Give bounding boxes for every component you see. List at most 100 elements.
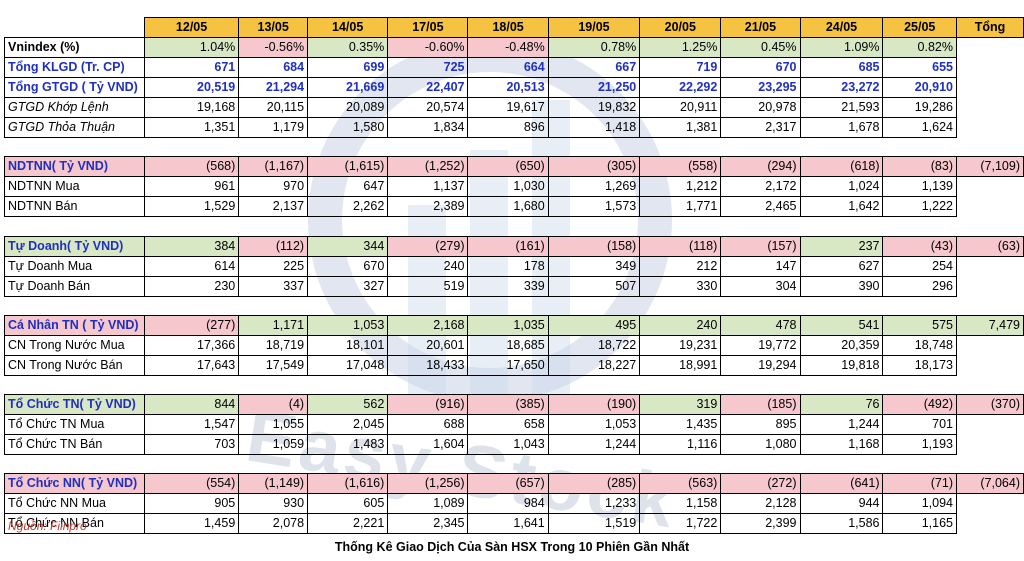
date-header: 12/05 [143,17,240,38]
value-cell: (641) [799,473,884,495]
value-cell: (279) [387,235,469,257]
table-row: Tổ Chức TN( Tỷ VND) 844 (4) 562 (916) (385) (1… [4,394,1024,416]
empty-cell [956,58,1023,78]
value-cell: 1,459 [143,513,240,535]
value-cell: 19,168 [143,97,240,118]
spacer-row [5,138,1024,157]
value-cell: 1,137 [387,176,469,198]
empty-cell [308,375,388,394]
value-cell: 2,137 [238,196,309,218]
total-cell: 7,479 [955,314,1024,336]
empty-cell [640,296,721,315]
value-cell: 22,292 [639,77,722,98]
value-cell: 384 [143,235,240,257]
empty-cell [5,217,145,236]
value-cell: 18,173 [882,354,957,376]
row-label: Tổ Chức TN Bán [4,434,145,456]
row-label: Tổ Chức TN( Tỷ VND) [4,394,145,416]
value-cell: 1,055 [238,414,309,436]
empty-cell [956,217,1023,236]
value-cell: 627 [799,255,884,277]
empty-cell [721,455,800,474]
trading-stats-table: 12/05 13/05 14/05 17/05 18/05 19/05 20/05 21/05… [4,17,1024,535]
date-header: 20/05 [639,17,722,38]
empty-cell [721,296,800,315]
row-label: Tự Doanh Bán [4,275,145,297]
value-cell: 1,351 [143,117,240,138]
value-cell: (285) [547,473,641,495]
value-cell: (1,149) [238,473,309,495]
value-cell: 21,593 [799,97,884,118]
value-cell: 664 [467,57,549,78]
value-cell: 18,722 [547,334,641,356]
date-header: 21/05 [720,17,801,38]
value-cell: 507 [547,275,641,297]
value-cell: 896 [467,117,549,138]
date-header: 17/05 [387,17,469,38]
value-cell: (650) [467,156,549,178]
empty-cell [956,177,1023,197]
spacer-row [5,296,1024,315]
value-cell: 1,269 [547,176,641,198]
value-cell: (492) [882,394,957,416]
empty-cell [956,118,1023,138]
empty-cell [640,455,721,474]
header-corner [5,18,145,38]
table-row: Tổ Chức NN( Tỷ VND) (554) (1,149) (1,616) (1… [4,473,1024,495]
value-cell: 1,080 [720,434,801,456]
value-cell: 17,366 [143,334,240,356]
value-cell: 1,212 [639,176,722,198]
table-row: Tổ Chức NN Bán 1,459 2,078 2,221 2,345 1,641 1… [4,513,1024,535]
value-cell: (305) [547,156,641,178]
value-cell: 1,053 [307,314,389,336]
value-cell: 2,221 [307,513,389,535]
value-cell: 1,529 [143,196,240,218]
value-cell: 2,389 [387,196,469,218]
value-cell: 327 [307,275,389,297]
row-label: Cá Nhân TN ( Tỷ VND) [4,314,145,336]
value-cell: 0.78% [547,37,641,58]
empty-cell [956,375,1023,394]
empty-cell [956,415,1023,435]
empty-cell [308,296,388,315]
value-cell: 1,573 [547,196,641,218]
empty-cell [956,355,1023,375]
value-cell: 330 [639,275,722,297]
value-cell: 725 [387,57,469,78]
value-cell: 2,128 [720,493,801,515]
value-cell: 20,519 [143,77,240,98]
value-cell: 2,045 [307,414,389,436]
value-cell: 478 [720,314,801,336]
value-cell: 2,078 [238,513,309,535]
empty-cell [388,217,468,236]
value-cell: 19,818 [799,354,884,376]
empty-cell [640,375,721,394]
value-cell: 1,193 [882,434,957,456]
empty-cell [388,375,468,394]
value-cell: 17,643 [143,354,240,376]
row-label: Tổng GTGD ( Tỷ VND) [4,77,145,98]
empty-cell [239,455,308,474]
value-cell: 1,244 [799,414,884,436]
empty-cell [800,375,883,394]
empty-cell [144,375,238,394]
value-cell: 844 [143,394,240,416]
value-cell: 1,244 [547,434,641,456]
empty-cell [956,296,1023,315]
value-cell: 20,910 [882,77,957,98]
empty-cell [548,217,640,236]
value-cell: 76 [799,394,884,416]
value-cell: 20,089 [307,97,389,118]
value-cell: 1,158 [639,493,722,515]
empty-cell [800,296,883,315]
value-cell: (161) [467,235,549,257]
value-cell: 1,094 [882,493,957,515]
table-row: GTGD Thỏa Thuận 1,351 1,179 1,580 1,834 896 1,… [4,117,1024,138]
empty-cell [144,296,238,315]
value-cell: 984 [467,493,549,515]
value-cell: 1,418 [547,117,641,138]
value-cell: 18,685 [467,334,549,356]
empty-cell [5,296,145,315]
value-cell: 519 [387,275,469,297]
value-cell: 1,179 [238,117,309,138]
